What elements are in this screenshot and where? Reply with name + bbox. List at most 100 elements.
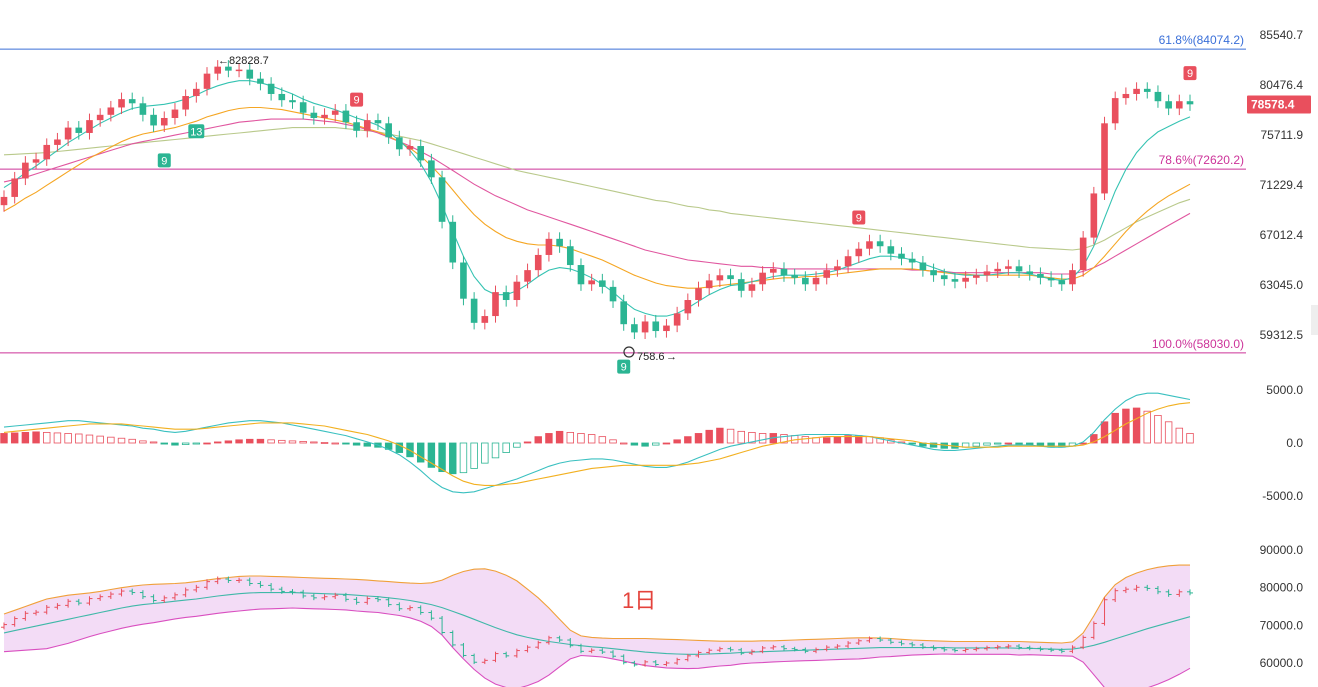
candle-body [588, 280, 595, 285]
candle-body [246, 69, 254, 79]
macd-bar [1100, 421, 1109, 444]
candle-body [962, 277, 969, 282]
macd-bar [1175, 427, 1184, 444]
macd-bar [844, 435, 852, 444]
low-annotation: 758.6 → [623, 346, 677, 363]
candle-body [1186, 101, 1194, 105]
macd-bar [908, 442, 916, 445]
candle-body [983, 271, 991, 276]
macd-bar [0, 433, 8, 444]
price-axis-tick: 71229.4 [1260, 178, 1304, 192]
low-annotation-value: 758.6 [637, 351, 665, 363]
candle-body [1165, 101, 1172, 109]
candle-body [823, 270, 831, 278]
candle-body [342, 110, 350, 123]
candle-body [812, 277, 820, 285]
fib-label: 61.8%(84074.2) [1159, 33, 1244, 47]
candle-body [22, 162, 29, 179]
fib-label: 78.6%(72620.2) [1159, 153, 1244, 167]
candle-body [727, 275, 734, 280]
macd-bar [171, 442, 179, 446]
boll-upper-line [3, 564, 1190, 644]
macd-bar [64, 433, 72, 444]
macd-bar [929, 442, 938, 448]
macd-bar [235, 439, 243, 444]
macd-bar [160, 442, 168, 445]
macd-bar [192, 442, 201, 445]
macd-bar [491, 442, 500, 459]
macd-bar [673, 439, 681, 444]
price-panel[interactable]: 61.8%(84074.2) 78.6%(72620.2) 100.0%(58030… [0, 33, 1246, 374]
macd-bar [534, 436, 542, 444]
candle-body [1037, 273, 1044, 278]
macd-bar [566, 431, 575, 444]
macd-bar [342, 442, 350, 445]
macd-bar [1143, 410, 1151, 444]
candle-body [1111, 98, 1119, 124]
macd-bar [1090, 434, 1098, 444]
candle-body [257, 78, 264, 84]
candle-body [1079, 237, 1087, 271]
y-axes: 85540.7 80476.4 75711.9 71229.4 67012.4 63045… [1260, 28, 1304, 670]
candle-body [1015, 266, 1023, 272]
macd-bar [21, 431, 30, 444]
macd-bar [1154, 415, 1162, 444]
macd-bar [363, 442, 371, 447]
candle-body [524, 270, 531, 282]
macd-bar [117, 437, 126, 444]
candle-body [225, 66, 232, 71]
candle-body [759, 272, 766, 285]
macd-bar [267, 439, 275, 444]
macd-bar [577, 433, 585, 444]
price-axis-tick: 75711.9 [1261, 128, 1304, 142]
macd-bar [609, 439, 617, 444]
candle-body [1026, 271, 1034, 274]
candle-body [470, 298, 478, 323]
macd-bar [523, 441, 532, 444]
scroll-handle[interactable] [1311, 305, 1318, 335]
candle-body [128, 99, 136, 104]
candle-body [577, 265, 585, 285]
boll-panel[interactable] [1, 564, 1193, 687]
td-marker-label: 9 [161, 155, 167, 167]
candle-body [182, 96, 189, 110]
macd-bar [705, 429, 713, 444]
macd-bar [619, 442, 628, 445]
candle-body [299, 102, 307, 113]
candle-body [1047, 277, 1055, 281]
boll-axis-tick: 70000.0 [1260, 618, 1304, 632]
candle-body [331, 110, 339, 115]
macd-bar [748, 431, 756, 444]
fib-label: 100.0%(58030.0) [1152, 337, 1244, 351]
candle-body [32, 159, 40, 163]
macd-bar [1111, 412, 1119, 444]
macd-bar [203, 442, 211, 445]
candle-body [716, 275, 724, 281]
candle-body [374, 120, 382, 124]
boll-lower-line [3, 607, 1191, 687]
macd-bar [716, 427, 724, 444]
ma-short-line [3, 80, 1191, 317]
td-marker-label: 9 [856, 212, 862, 224]
macd-panel[interactable] [0, 392, 1194, 494]
candle-body [695, 288, 702, 301]
candle-body [780, 268, 788, 276]
macd-bar [53, 432, 62, 444]
candle-body [641, 321, 649, 333]
candle-body [353, 122, 360, 131]
svg-text:→: → [666, 351, 677, 363]
candle-body [972, 275, 980, 278]
macd-bar [1015, 442, 1023, 445]
ma-mid-line [3, 106, 1191, 289]
candle-body [951, 279, 959, 282]
candle-body [363, 120, 371, 131]
candle-body [289, 100, 296, 103]
candle-body [417, 146, 425, 161]
high-annotation: ← 82828.7 [218, 55, 269, 67]
macd-bar [694, 433, 703, 444]
macd-bar [1186, 433, 1194, 444]
macd-bar [213, 441, 222, 444]
candle-body [96, 114, 104, 121]
candle-body [481, 316, 489, 323]
